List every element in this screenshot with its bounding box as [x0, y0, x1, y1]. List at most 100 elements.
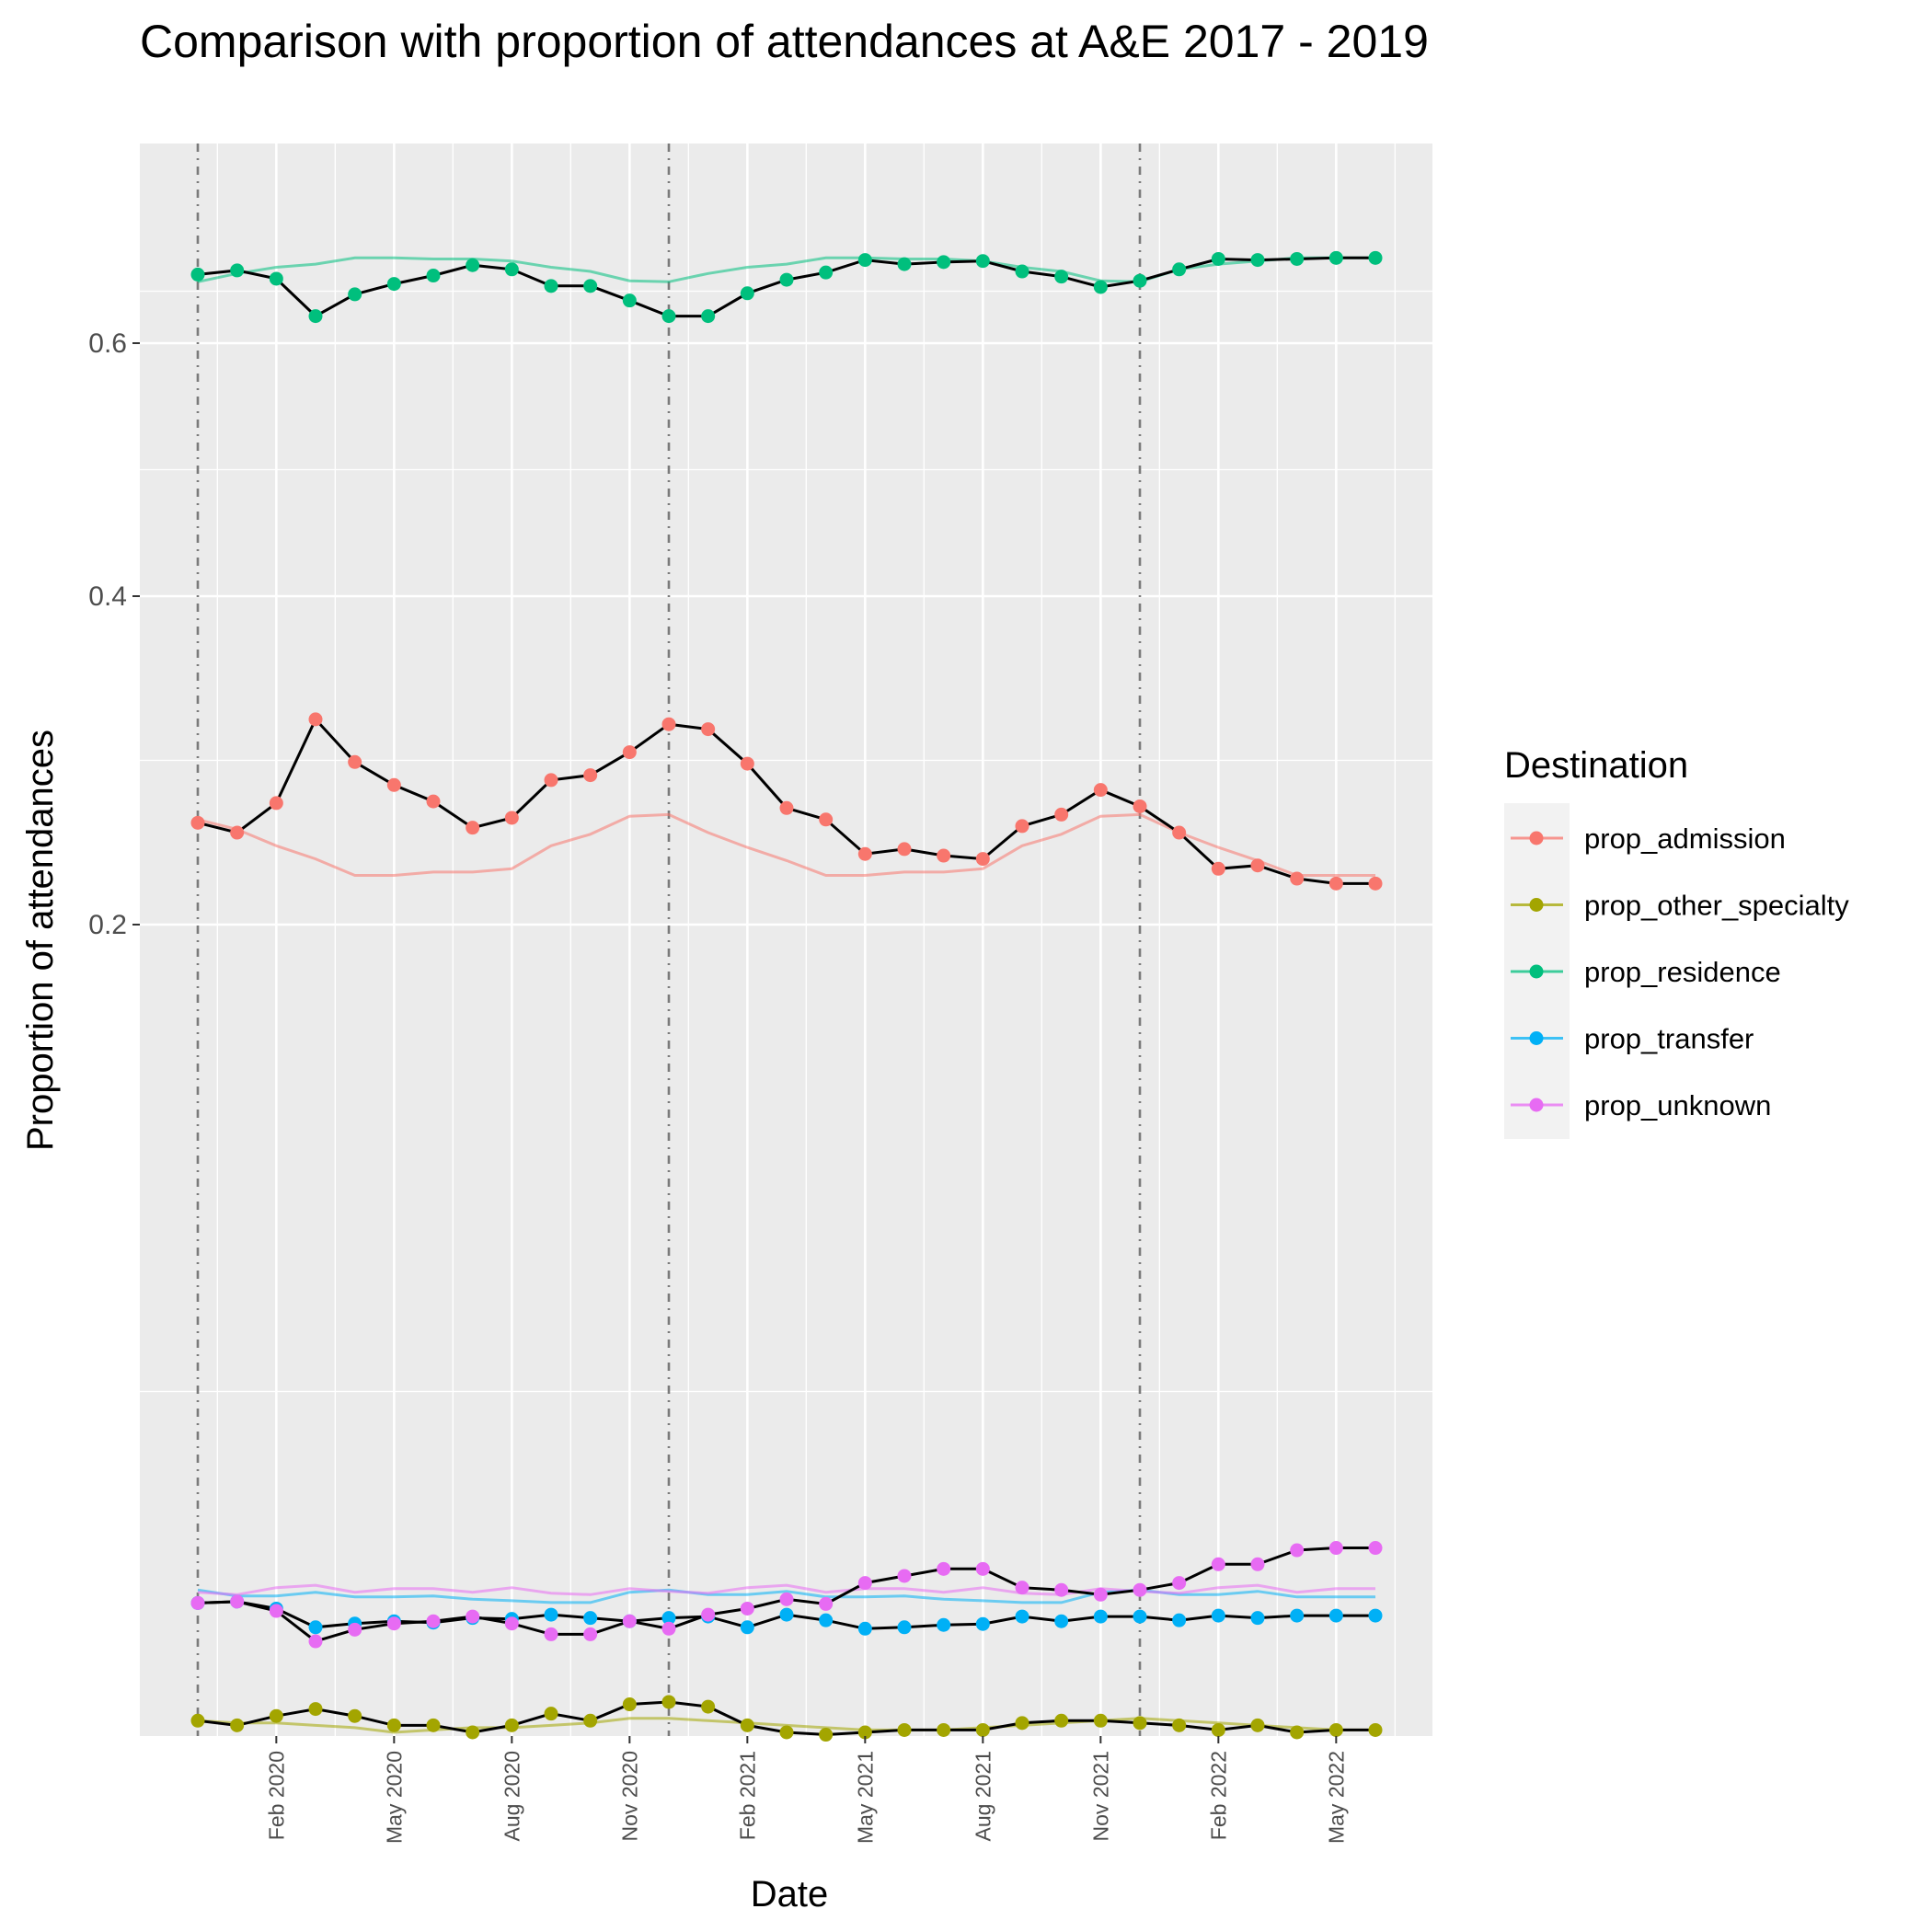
x-tick-label: Feb 2021 — [735, 1751, 759, 1840]
data-point-prop-transfer — [308, 1620, 323, 1635]
data-point-prop-transfer — [1368, 1608, 1383, 1623]
data-point-prop-other-specialty — [857, 1725, 872, 1740]
data-point-prop-unknown — [1211, 1557, 1225, 1571]
data-point-prop-unknown — [504, 1616, 519, 1631]
data-point-prop-other-specialty — [1211, 1722, 1225, 1737]
data-point-prop-residence — [857, 253, 872, 268]
y-tick-label: 0.4 — [88, 581, 127, 612]
data-point-prop-residence — [622, 293, 637, 308]
data-point-prop-transfer — [975, 1616, 990, 1631]
data-point-prop-unknown — [1290, 1543, 1305, 1558]
data-point-prop-residence — [1093, 280, 1108, 294]
data-point-prop-unknown — [466, 1609, 480, 1624]
data-point-prop-admission — [740, 756, 754, 771]
data-point-prop-residence — [1211, 251, 1225, 266]
data-point-prop-unknown — [1172, 1576, 1187, 1591]
data-point-prop-admission — [1290, 871, 1305, 886]
data-point-prop-unknown — [1015, 1581, 1029, 1595]
data-point-prop-unknown — [230, 1594, 245, 1609]
x-tick-label: Nov 2021 — [1088, 1751, 1112, 1841]
legend-key-point — [1529, 1031, 1544, 1045]
data-point-prop-unknown — [190, 1595, 205, 1610]
data-point-prop-transfer — [779, 1607, 794, 1622]
baseline-line-prop-transfer — [197, 1588, 1375, 1604]
data-point-prop-other-specialty — [544, 1707, 558, 1721]
data-point-prop-admission — [466, 821, 480, 835]
data-point-prop-admission — [544, 773, 558, 788]
data-point-prop-transfer — [897, 1620, 912, 1635]
data-point-prop-transfer — [1172, 1613, 1187, 1627]
data-point-prop-residence — [348, 287, 362, 302]
data-point-prop-unknown — [1133, 1582, 1147, 1597]
data-point-prop-unknown — [1054, 1582, 1069, 1597]
data-point-prop-admission — [386, 777, 401, 792]
data-point-prop-unknown — [975, 1561, 990, 1576]
data-point-prop-transfer — [1328, 1608, 1343, 1623]
data-point-prop-unknown — [583, 1627, 598, 1641]
data-point-prop-transfer — [1054, 1614, 1069, 1628]
data-point-prop-admission — [622, 745, 637, 760]
data-point-prop-unknown — [622, 1614, 637, 1628]
data-point-prop-admission — [348, 754, 362, 769]
data-point-prop-other-specialty — [1133, 1716, 1147, 1731]
y-tick-label: 0.2 — [88, 910, 127, 940]
data-point-prop-residence — [466, 258, 480, 272]
data-point-prop-unknown — [1368, 1541, 1383, 1556]
data-point-prop-transfer — [1093, 1609, 1108, 1624]
data-point-prop-unknown — [269, 1604, 283, 1618]
data-point-prop-other-specialty — [426, 1718, 441, 1732]
data-point-prop-other-specialty — [504, 1718, 519, 1732]
data-point-prop-residence — [1133, 273, 1147, 288]
data-point-prop-admission — [701, 722, 716, 737]
legend-label: prop_other_specialty — [1584, 890, 1849, 922]
data-point-prop-other-specialty — [1015, 1716, 1029, 1731]
data-point-prop-other-specialty — [466, 1725, 480, 1740]
data-point-prop-residence — [190, 267, 205, 282]
data-point-prop-admission — [819, 812, 834, 827]
data-point-prop-other-specialty — [308, 1702, 323, 1717]
data-point-prop-unknown — [308, 1634, 323, 1649]
data-point-prop-admission — [230, 825, 245, 840]
data-point-prop-unknown — [661, 1621, 676, 1636]
data-point-prop-admission — [190, 815, 205, 830]
data-point-prop-admission — [1093, 783, 1108, 798]
data-point-prop-other-specialty — [661, 1695, 676, 1709]
data-point-prop-residence — [1328, 250, 1343, 265]
data-point-prop-admission — [1328, 876, 1343, 891]
data-point-prop-transfer — [661, 1611, 676, 1626]
x-tick-label: May 2020 — [382, 1751, 406, 1844]
data-point-prop-other-specialty — [1250, 1718, 1265, 1732]
data-point-prop-other-specialty — [230, 1718, 245, 1732]
data-point-prop-transfer — [740, 1620, 754, 1635]
y-axis-title: Proportion of attendances — [20, 730, 61, 1151]
data-point-prop-unknown — [897, 1569, 912, 1583]
data-point-prop-admission — [308, 712, 323, 727]
data-point-prop-other-specialty — [779, 1725, 794, 1740]
data-point-prop-unknown — [1250, 1557, 1265, 1571]
data-point-prop-other-specialty — [1093, 1713, 1108, 1728]
data-point-prop-other-specialty — [190, 1713, 205, 1728]
legend-label: prop_admission — [1584, 822, 1786, 855]
data-point-prop-residence — [740, 286, 754, 301]
data-point-prop-residence — [661, 309, 676, 324]
legend-key-point — [1529, 1098, 1544, 1112]
data-point-prop-transfer — [1290, 1608, 1305, 1623]
chart-title: Comparison with proportion of attendance… — [140, 16, 1429, 67]
legend-title: Destination — [1504, 745, 1688, 786]
data-point-prop-unknown — [819, 1596, 834, 1611]
data-point-prop-transfer — [1211, 1608, 1225, 1623]
x-tick-label: May 2021 — [853, 1751, 877, 1844]
data-point-prop-other-specialty — [622, 1697, 637, 1712]
data-point-prop-admission — [1368, 876, 1383, 891]
data-point-prop-other-specialty — [348, 1708, 362, 1723]
x-tick-label: Feb 2022 — [1206, 1751, 1230, 1840]
data-point-prop-transfer — [819, 1613, 834, 1627]
data-point-prop-residence — [1290, 251, 1305, 266]
data-point-prop-other-specialty — [937, 1722, 951, 1737]
data-point-prop-residence — [1054, 270, 1069, 284]
x-tick-label: Aug 2021 — [971, 1751, 995, 1841]
data-point-prop-admission — [1250, 858, 1265, 873]
data-point-prop-unknown — [701, 1607, 716, 1622]
data-point-prop-transfer — [583, 1611, 598, 1626]
data-point-prop-transfer — [937, 1617, 951, 1632]
